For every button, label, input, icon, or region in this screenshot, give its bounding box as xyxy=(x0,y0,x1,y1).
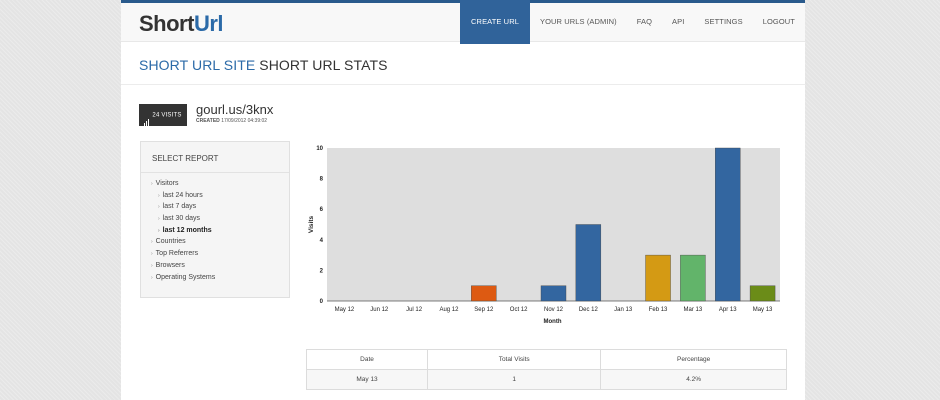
chevron-right-icon: › xyxy=(158,192,160,199)
y-tick-label: 8 xyxy=(320,177,324,183)
report-item-last-24-hours[interactable]: › last 24 hours xyxy=(151,190,215,202)
chart-bar-may-13 xyxy=(749,285,776,302)
x-tick-label: May 12 xyxy=(335,307,355,313)
chevron-right-icon: › xyxy=(151,251,153,258)
report-item-last-12-months[interactable]: › last 12 months xyxy=(151,225,215,237)
divider xyxy=(121,84,805,85)
x-tick-label: Jul 12 xyxy=(406,307,423,313)
table-header-date: Date xyxy=(305,349,429,370)
report-item-top-referrers[interactable]: › Top Referrers xyxy=(151,248,215,260)
y-axis-label: Visits xyxy=(308,216,315,234)
select-report-panel: SELECT REPORT › Visitors › last 24 hours › la… xyxy=(140,141,290,298)
report-item-label: last 12 months xyxy=(162,226,212,234)
y-tick-label: 6 xyxy=(320,207,324,213)
report-item-browsers[interactable]: › Browsers xyxy=(151,260,215,272)
chart-bar-apr-13 xyxy=(715,147,741,302)
nav-create-url[interactable]: CREATE URL xyxy=(460,0,530,44)
chevron-right-icon: › xyxy=(151,274,153,281)
page-title-text: SHORT URL STATS xyxy=(259,57,388,73)
chevron-right-icon: › xyxy=(158,216,160,223)
table-header-percentage: Percentage xyxy=(600,349,787,370)
table-header-row: Date Total Visits Percentage xyxy=(305,349,787,370)
nav-your-urls-admin[interactable]: YOUR URLS (ADMIN) xyxy=(539,17,617,26)
stats-table: Date Total Visits Percentage May 13 1 4.… xyxy=(305,349,787,390)
report-item-label: Browsers xyxy=(155,261,185,269)
report-item-label: last 7 days xyxy=(162,203,197,211)
report-item-last-30-days[interactable]: › last 30 days xyxy=(151,213,215,225)
main-nav: CREATE URL YOUR URLS (ADMIN) FAQ API SET… xyxy=(460,0,805,44)
x-tick-label: Dec 12 xyxy=(579,307,599,313)
bar-chart-icon xyxy=(144,104,150,126)
report-item-label: Visitors xyxy=(155,180,179,187)
header: ShortUrl CREATE URL YOUR URLS (ADMIN) FA… xyxy=(121,0,805,44)
nav-settings[interactable]: SETTINGS xyxy=(704,17,743,26)
x-tick-label: Nov 12 xyxy=(544,307,564,313)
report-item-label: Top Referrers xyxy=(155,250,199,258)
report-item-label: last 30 days xyxy=(162,215,201,223)
chevron-right-icon: › xyxy=(151,262,153,269)
nav-faq[interactable]: FAQ xyxy=(636,17,653,26)
chevron-right-icon: › xyxy=(158,204,160,211)
y-tick-label: 2 xyxy=(320,268,324,274)
table-header-total-visits: Total Visits xyxy=(427,349,602,370)
report-item-countries[interactable]: › Countries xyxy=(151,236,215,248)
nav-logout[interactable]: LOGOUT xyxy=(762,17,795,26)
y-tick-label: 10 xyxy=(316,146,323,152)
url-created: CREATED 17/09/2012 04:39:02 xyxy=(196,118,268,124)
chevron-right-icon: › xyxy=(151,181,153,187)
table-row: May 13 1 4.2% xyxy=(305,369,787,390)
report-item-last-7-days[interactable]: › last 7 days xyxy=(151,201,215,213)
nav-api[interactable]: API xyxy=(672,17,685,26)
x-axis-label: Month xyxy=(544,319,562,325)
x-tick-label: Aug 12 xyxy=(439,307,459,313)
chart-bar-mar-13 xyxy=(680,254,706,302)
visits-badge: 24 VISITS xyxy=(139,104,187,126)
chart-bar-nov-12 xyxy=(540,285,567,302)
x-tick-label: Sep 12 xyxy=(474,307,494,313)
y-tick-label: 0 xyxy=(320,299,324,305)
chart-bar-sep-12 xyxy=(471,285,497,302)
table-cell-percentage: 4.2% xyxy=(600,369,787,390)
report-item-label: last 24 hours xyxy=(162,191,203,199)
chart-plot-area xyxy=(327,148,780,301)
table-cell-date: May 13 xyxy=(305,369,429,390)
visits-chart-svg: 0 2 4 6 8 10 May 12 Jun 12 Jul 12 Aug 12 Sep 12 Oct… xyxy=(308,146,780,325)
page-title-site: SHORT URL SITE xyxy=(139,57,256,73)
page-title: SHORT URL SITE SHORT URL STATS xyxy=(139,57,388,73)
chevron-right-icon: › xyxy=(151,239,153,246)
logo[interactable]: ShortUrl xyxy=(139,11,224,36)
table-cell-visits: 1 xyxy=(427,369,602,390)
chart-bar-dec-12 xyxy=(575,224,602,302)
report-item-visitors[interactable]: › Visitors xyxy=(151,178,215,190)
short-url-title: gourl.us/3knx xyxy=(196,102,274,117)
x-tick-label: May 13 xyxy=(753,307,773,313)
chevron-right-icon: › xyxy=(158,227,160,234)
x-tick-label: Mar 13 xyxy=(684,307,703,313)
report-list: › Visitors › last 24 hours › last 7 days › last… xyxy=(151,178,215,283)
report-panel-title: SELECT REPORT xyxy=(152,154,219,163)
report-item-label: Operating Systems xyxy=(155,273,216,281)
report-item-label: Countries xyxy=(155,238,186,246)
chart-bar-feb-13 xyxy=(645,254,671,302)
visits-chart: 0 2 4 6 8 10 May 12 Jun 12 Jul 12 Aug 12 Sep 12 Oct… xyxy=(304,136,789,336)
report-item-operating-systems[interactable]: › Operating Systems xyxy=(151,272,215,284)
y-tick-label: 4 xyxy=(320,238,324,244)
x-tick-label: Jun 12 xyxy=(370,307,389,313)
x-tick-label: Apr 13 xyxy=(719,307,737,313)
report-divider xyxy=(141,172,289,173)
page-container: ShortUrl CREATE URL YOUR URLS (ADMIN) FA… xyxy=(121,0,805,400)
x-tick-label: Jan 13 xyxy=(614,307,633,313)
x-tick-label: Feb 13 xyxy=(649,307,668,313)
x-tick-label: Oct 12 xyxy=(510,307,528,313)
